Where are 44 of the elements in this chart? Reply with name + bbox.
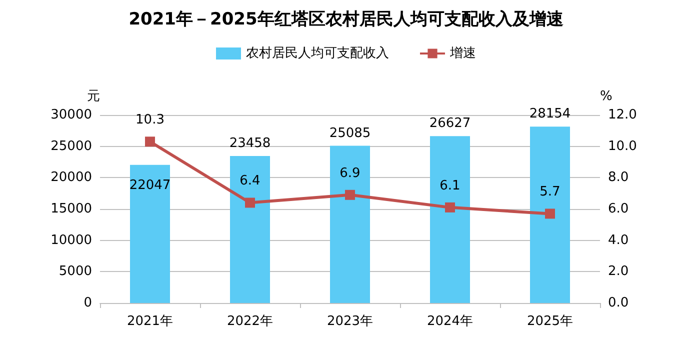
y2-axis-title: % — [600, 89, 612, 104]
y-tick-label: 0 — [84, 296, 92, 310]
x-tick-label: 2021年 — [126, 314, 174, 329]
data-label: 25085 — [329, 126, 371, 141]
y2-tick-label: 12.0 — [608, 108, 637, 122]
point — [245, 198, 255, 208]
point — [145, 136, 155, 147]
y2-tick-label: 8.0 — [608, 170, 629, 186]
bar — [430, 136, 470, 303]
y2-tick-label: 6.0 — [608, 202, 629, 216]
y-tick-label: 10000 — [50, 232, 92, 248]
x-tick-label: 2024年 — [426, 314, 474, 329]
data-label: 6.9 — [340, 166, 360, 181]
legend-label: 增速 — [449, 46, 476, 61]
bar — [530, 126, 570, 303]
y2-tick-label: 10.0 — [608, 138, 637, 154]
y-tick-label: 20000 — [50, 170, 92, 186]
y-tick-label: 25000 — [50, 138, 92, 154]
bar — [230, 156, 270, 303]
data-label: 26627 — [429, 116, 471, 132]
data-label: 5.7 — [540, 184, 560, 200]
data-label: 6.1 — [440, 178, 460, 194]
point — [545, 208, 555, 219]
y2-tick-label: 2.0 — [608, 264, 629, 280]
data-label: 22047 — [129, 178, 171, 193]
y2-tick-label: 4.0 — [608, 232, 629, 248]
chart-title: 2021年－2025年红塔区农村居民人均可支配收入及增速 — [128, 10, 564, 30]
x-tick-label: 2025年 — [526, 314, 574, 329]
x-tick-label: 2022年 — [226, 314, 274, 329]
y-axis-title: 元 — [87, 89, 100, 104]
bar — [130, 164, 170, 303]
y-tick-label: 15000 — [50, 202, 92, 216]
y-tick-label: 30000 — [50, 108, 92, 122]
bar — [330, 146, 370, 303]
data-label: 23458 — [229, 136, 271, 151]
y-tick-label: 5000 — [58, 264, 92, 280]
y2-tick-label: 0.0 — [608, 296, 629, 310]
data-label: 6.4 — [240, 174, 260, 189]
data-label: 10.3 — [136, 112, 164, 128]
x-tick-label: 2023年 — [326, 314, 374, 329]
data-label: 28154 — [529, 106, 571, 122]
point — [445, 202, 455, 212]
legend-label: 农村居民人均可支配收入 — [246, 46, 389, 61]
point — [345, 190, 355, 200]
